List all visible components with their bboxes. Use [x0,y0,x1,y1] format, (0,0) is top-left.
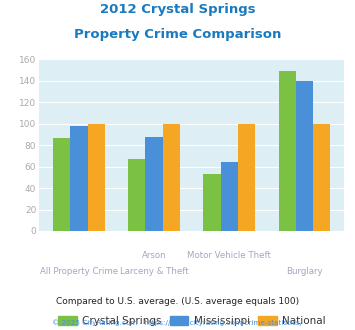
Text: All Property Crime: All Property Crime [40,267,118,276]
Legend: Crystal Springs, Mississippi, National: Crystal Springs, Mississippi, National [54,312,330,330]
Bar [203,174,221,231]
Bar [238,124,255,231]
Bar [221,162,238,231]
Bar [163,124,180,231]
Bar [53,138,70,231]
Text: 2012 Crystal Springs: 2012 Crystal Springs [100,3,255,16]
Text: Compared to U.S. average. (U.S. average equals 100): Compared to U.S. average. (U.S. average … [56,297,299,306]
Text: Burglary: Burglary [286,267,323,276]
Text: Property Crime Comparison: Property Crime Comparison [74,28,281,41]
Bar [70,126,88,231]
Bar [88,124,105,231]
Text: © 2025 CityRating.com - https://www.cityrating.com/crime-statistics/: © 2025 CityRating.com - https://www.city… [53,319,302,326]
Text: Arson: Arson [142,251,166,260]
Text: Larceny & Theft: Larceny & Theft [120,267,189,276]
Bar [128,159,146,231]
Bar [313,124,331,231]
Text: Motor Vehicle Theft: Motor Vehicle Theft [187,251,271,260]
Bar [296,81,313,231]
Bar [279,71,296,231]
Bar [146,137,163,231]
